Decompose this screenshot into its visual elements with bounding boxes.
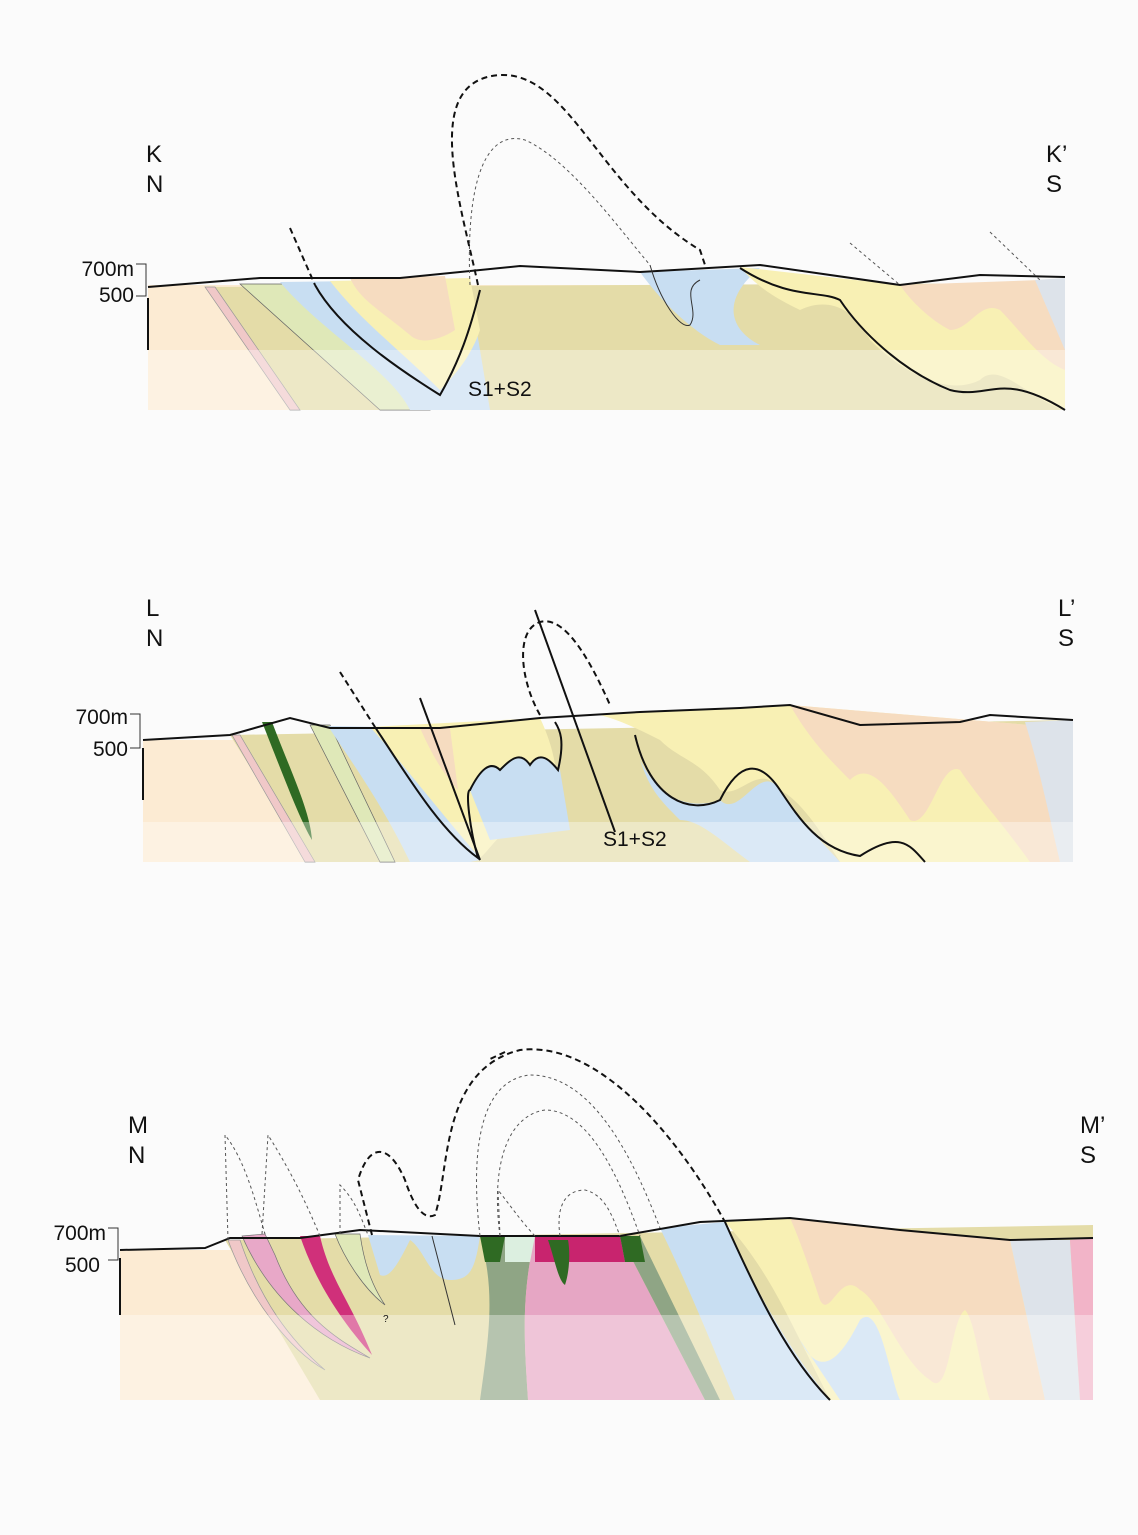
scale-label: 500 bbox=[93, 738, 128, 761]
unit-pale-green bbox=[505, 1236, 535, 1262]
direction-label: N bbox=[146, 171, 163, 198]
direction-label: S bbox=[1058, 625, 1074, 652]
section-label: K’ bbox=[1046, 141, 1067, 168]
scale-label: 700m bbox=[75, 706, 128, 729]
scale-label: 700m bbox=[81, 258, 134, 281]
scale-label: 500 bbox=[65, 1254, 100, 1277]
section-label: M bbox=[128, 1112, 148, 1139]
unit-magenta-top bbox=[535, 1236, 625, 1262]
scale-label: 700m bbox=[53, 1222, 106, 1245]
direction-label: N bbox=[128, 1142, 145, 1169]
annotation: S1+S2 bbox=[603, 828, 667, 851]
section-label: M’ bbox=[1080, 1112, 1105, 1139]
section-label: L’ bbox=[1058, 595, 1075, 622]
page: K N K’ S 700m 500 S1+S2 L N L’ S bbox=[0, 0, 1138, 1535]
section-label: L bbox=[146, 595, 159, 622]
scale-label: 500 bbox=[99, 284, 134, 307]
annotation: S1+S2 bbox=[468, 378, 532, 401]
direction-label: S bbox=[1080, 1142, 1096, 1169]
direction-label: S bbox=[1046, 171, 1062, 198]
section-label: K bbox=[146, 141, 162, 168]
direction-label: N bbox=[146, 625, 163, 652]
depth-shade bbox=[120, 1315, 1093, 1400]
annotation: ? bbox=[383, 1314, 389, 1325]
